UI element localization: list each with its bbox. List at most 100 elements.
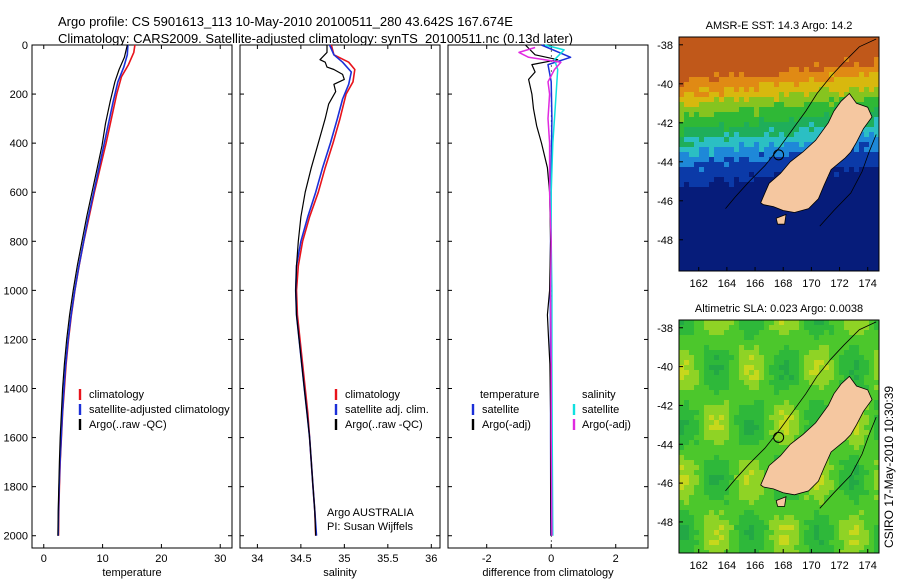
sla-field-cell — [734, 370, 740, 376]
sst-field-cell — [709, 172, 715, 178]
sla-field-cell — [759, 500, 765, 506]
sla-field-cell — [799, 420, 805, 426]
sst-field-cell — [779, 232, 785, 238]
sst-field-cell — [754, 252, 760, 258]
sla-field-cell — [709, 355, 715, 361]
sst-field-cell — [739, 237, 745, 243]
sla-field-cell — [729, 525, 735, 531]
sla-field-cell — [729, 495, 735, 501]
sst-field-cell — [749, 37, 755, 43]
sla-field-cell — [689, 490, 695, 496]
sla-field-cell — [749, 430, 755, 436]
sla-field-cell — [834, 490, 840, 496]
sla-field-cell — [844, 445, 850, 451]
sla-field-cell — [729, 375, 735, 381]
sst-field-cell — [699, 62, 705, 68]
sla-field-cell — [804, 545, 810, 551]
sst-field-cell — [744, 202, 750, 208]
sla-field-cell — [869, 510, 875, 516]
difference-legend-label: satellite — [482, 404, 519, 416]
sst-field-cell — [844, 47, 850, 53]
sla-field-cell — [719, 380, 725, 386]
sla-field-cell — [699, 450, 705, 456]
sla-field-cell — [699, 515, 705, 521]
sst-field-cell — [864, 252, 870, 258]
sla-field-cell — [729, 410, 735, 416]
sla-field-cell — [859, 340, 865, 346]
sla-field-cell — [734, 440, 740, 446]
sla-field-cell — [809, 365, 815, 371]
sla-field-cell — [789, 375, 795, 381]
sla-field-cell — [784, 445, 790, 451]
sla-field-cell — [809, 415, 815, 421]
sla-field-cell — [799, 530, 805, 536]
sla-field-cell — [779, 510, 785, 516]
sst-field-cell — [789, 67, 795, 73]
sla-field-cell — [704, 385, 710, 391]
sla-field-cell — [774, 320, 780, 326]
sla-field-cell — [824, 515, 830, 521]
sst-field-cell — [874, 252, 879, 258]
sla-field-cell — [784, 510, 790, 516]
sst-field-cell — [764, 257, 770, 263]
sla-field-cell — [819, 495, 825, 501]
sst-field-cell — [694, 147, 700, 153]
sst-field-cell — [684, 167, 690, 173]
sla-field-cell — [709, 465, 715, 471]
sst-field-cell — [819, 57, 825, 63]
sla-field-cell — [744, 425, 750, 431]
sst-field-cell — [709, 212, 715, 218]
sla-field-cell — [869, 455, 875, 461]
sst-field-cell — [844, 217, 850, 223]
sst-field-cell — [699, 222, 705, 228]
sst-field-cell — [874, 77, 879, 83]
sla-field-cell — [754, 435, 760, 441]
sst-field-cell — [799, 67, 805, 73]
sst-field-cell — [709, 137, 715, 143]
sst-field-cell — [719, 222, 725, 228]
sla-field-cell — [709, 415, 715, 421]
sst-field-cell — [769, 57, 775, 63]
sst-field-cell — [694, 162, 700, 168]
sla-field-cell — [739, 325, 745, 331]
sla-field-cell — [834, 325, 840, 331]
sla-field-cell — [819, 350, 825, 356]
sst-field-cell — [844, 242, 850, 248]
sla-field-cell — [774, 535, 780, 541]
sla-field-cell — [734, 535, 740, 541]
sst-field-cell — [734, 77, 740, 83]
sla-field-cell — [859, 550, 865, 553]
sst-field-cell — [804, 237, 810, 243]
sla-field-cell — [749, 405, 755, 411]
sla-field-cell — [774, 365, 780, 371]
sla-field-cell — [744, 530, 750, 536]
sla-field-cell — [684, 405, 690, 411]
sst-field-cell — [849, 57, 855, 63]
sst-field-cell — [744, 157, 750, 163]
sla-field-cell — [749, 335, 755, 341]
sla-field-cell — [749, 395, 755, 401]
sla-field-cell — [719, 545, 725, 551]
sla-field-cell — [779, 445, 785, 451]
sst-field-cell — [759, 137, 765, 143]
sla-field-cell — [704, 485, 710, 491]
sst-field-cell — [814, 127, 820, 133]
sst-field-cell — [804, 267, 810, 271]
sst-field-cell — [824, 77, 830, 83]
sla-field-cell — [869, 485, 875, 491]
sst-field-cell — [719, 267, 725, 271]
sla-field-cell — [709, 530, 715, 536]
sla-field-cell — [769, 430, 775, 436]
sst-field-cell — [704, 57, 710, 63]
sst-field-cell — [829, 97, 835, 103]
sla-field-cell — [764, 370, 770, 376]
depth-tick-label: 1400 — [4, 384, 28, 396]
sst-field-cell — [829, 87, 835, 93]
sla-field-cell — [729, 550, 735, 553]
sst-field-cell — [734, 137, 740, 143]
sla-field-cell — [859, 350, 865, 356]
sla-field-cell — [689, 475, 695, 481]
sla-field-cell — [729, 365, 735, 371]
sst-field-cell — [684, 202, 690, 208]
sla-field-cell — [839, 550, 845, 553]
